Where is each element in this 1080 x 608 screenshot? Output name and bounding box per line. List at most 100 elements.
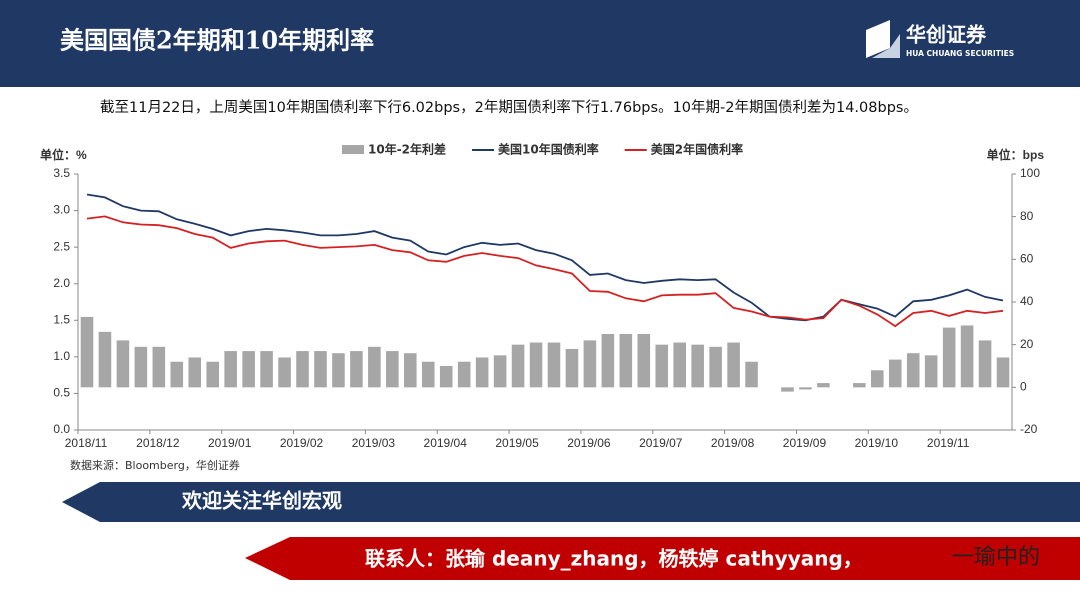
x-tick-label: 2019/06	[567, 436, 611, 450]
y-tick-label: 0.5	[53, 386, 70, 400]
y2-tick-label: 0	[1020, 380, 1027, 394]
y-tick-label: 3.0	[53, 203, 70, 217]
x-tick-label: 2018/11	[65, 436, 108, 450]
y2-tick-label: 100	[1020, 166, 1040, 180]
x-tick-label: 2019/09	[783, 436, 827, 450]
bar	[511, 344, 525, 388]
bar	[817, 383, 830, 388]
legend-label: 美国10年国债利率	[498, 142, 599, 157]
line	[86, 193, 1004, 322]
bar	[709, 346, 722, 388]
bar	[314, 351, 327, 388]
bar	[745, 361, 758, 388]
note: 截至11月22日，上周美国10年期国债利率下行6.02bps，2年期国债利率下行…	[100, 99, 918, 116]
y2-tick-label: 60	[1020, 252, 1034, 266]
legend-label: 10年-2年利差	[368, 142, 446, 157]
legend-swatch	[342, 145, 364, 154]
bar	[332, 353, 345, 388]
x-tick-label: 2019/03	[352, 436, 396, 450]
bar	[493, 355, 507, 388]
y2-tick-label: -20	[1020, 422, 1038, 436]
source: 数据来源：Bloomberg，华创证券	[70, 458, 240, 472]
x-tick-label: 2019/02	[280, 436, 324, 450]
y2-tick-label: 40	[1020, 294, 1034, 308]
bar	[691, 344, 704, 388]
bar	[260, 351, 273, 388]
bar	[188, 357, 202, 388]
bar	[906, 353, 920, 388]
y-tick-label: 1.5	[53, 312, 70, 326]
bar	[978, 340, 992, 388]
slide-title: 美国国债2年期和10年期利率	[60, 26, 374, 55]
bar	[242, 351, 255, 388]
x-tick-label: 2019/01	[208, 436, 252, 450]
x-tick-label: 2019/08	[711, 436, 755, 450]
logo-text: 华创证券	[906, 23, 987, 47]
bar	[80, 316, 94, 388]
bar	[368, 346, 381, 388]
y-tick-label: 0.0	[53, 422, 70, 436]
y-tick-label: 2.0	[53, 276, 70, 290]
bar	[529, 342, 543, 388]
bar	[152, 346, 166, 388]
bar	[386, 351, 399, 388]
x-tick-label: 2018/12	[136, 436, 180, 450]
bar	[781, 387, 794, 392]
bar	[296, 351, 309, 388]
x-tick-label: 2019/11	[927, 436, 970, 450]
y-tick-label: 2.5	[53, 239, 70, 253]
y-tick-label: 3.5	[53, 166, 70, 180]
bar	[655, 344, 669, 388]
x-tick-label: 2019/10	[855, 436, 899, 450]
bar	[134, 346, 148, 388]
bar	[924, 355, 938, 388]
bar	[278, 357, 291, 388]
y2-tick-label: 20	[1020, 337, 1034, 351]
logo: 华创证券 HUA CHUANG SECURITIES	[866, 20, 1014, 58]
banner-follow	[62, 482, 1080, 522]
banner-follow-text: 欢迎关注华创宏观	[181, 489, 342, 513]
bar	[98, 331, 112, 388]
y-tick-label: 1.0	[53, 349, 70, 363]
bar	[996, 357, 1010, 388]
bar	[619, 334, 633, 388]
logo-mark	[872, 34, 900, 58]
bar	[421, 361, 435, 388]
x-tick-label: 2019/07	[639, 436, 683, 450]
y2-axis-label: 单位：bps	[987, 147, 1045, 162]
bar	[547, 342, 561, 388]
bar	[224, 351, 237, 388]
y-axis-label: 单位：%	[40, 147, 87, 162]
bar	[475, 357, 489, 388]
bar	[799, 387, 812, 390]
x-tick-label: 2019/05	[495, 436, 539, 450]
bar	[960, 325, 974, 388]
bar	[942, 327, 956, 388]
legend-label: 美国2年国债利率	[651, 142, 743, 157]
bar	[583, 340, 597, 388]
bar	[457, 361, 471, 388]
logo-mark	[866, 20, 890, 58]
bar	[871, 370, 884, 388]
bar	[565, 348, 579, 388]
line	[86, 215, 1004, 328]
bar	[350, 351, 363, 388]
bar	[206, 361, 219, 388]
x-tick-label: 2019/04	[424, 436, 468, 450]
banner-contact-text: 联系人：张瑜 deany_zhang，杨轶婷 cathyyang，	[365, 547, 863, 571]
bar	[601, 334, 615, 388]
bar	[404, 353, 417, 388]
bar	[170, 361, 184, 388]
bar	[116, 340, 130, 388]
bar	[637, 334, 651, 388]
bar	[853, 383, 866, 388]
y2-tick-label: 80	[1020, 209, 1034, 223]
bar	[673, 342, 686, 388]
bar	[888, 359, 902, 388]
watermark: 一瑜中的	[952, 545, 1040, 570]
banner-contact	[245, 537, 1080, 580]
logo-subtext: HUA CHUANG SECURITIES	[906, 49, 1014, 58]
bar	[727, 342, 740, 388]
